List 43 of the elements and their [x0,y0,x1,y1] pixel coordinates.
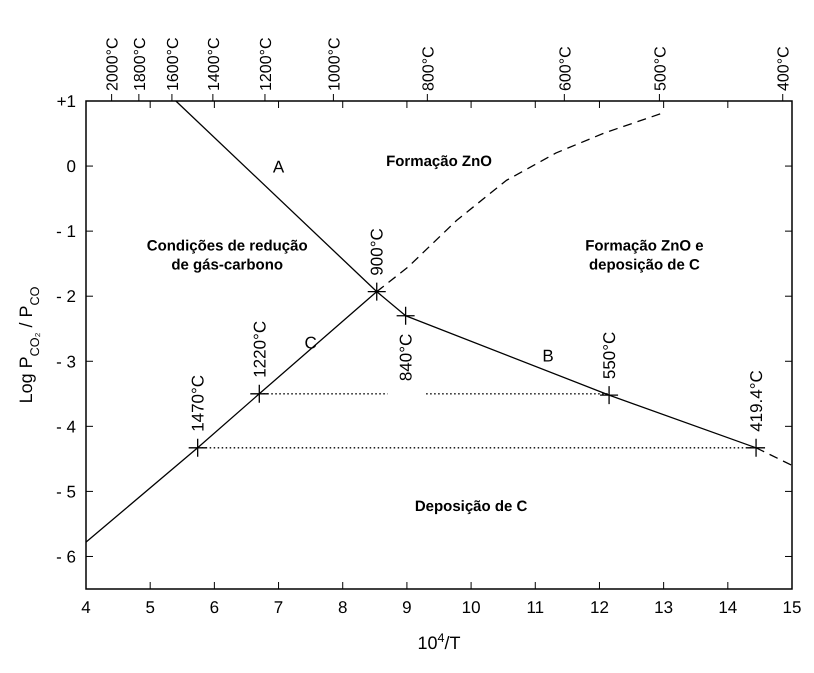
annotation: 840°C [396,334,416,382]
y-tick-label: - 2 [56,287,76,306]
x-tick-label: 13 [654,598,674,617]
x-tick-label: 11 [526,598,544,617]
x-tick-label: 15 [782,598,802,617]
y-tick-label: - 5 [56,482,76,502]
series-label: B [542,346,554,366]
text: 1400°C [206,37,223,91]
x-axis-title: 10$^{4}$/T [417,631,461,653]
annotation: Deposição de C [414,498,528,515]
annotation: 1470°C [188,374,208,432]
y-tick-label: - 3 [56,352,76,372]
text: 1000°C [326,37,344,91]
x-tick-label: 10 [462,598,481,617]
text: 1600°C [164,37,182,91]
annotation: Formação ZnO [386,153,492,170]
y-tick-label: - 6 [56,547,76,566]
x-tick-label: 8 [338,598,348,617]
x-tick-label: 7 [274,598,284,617]
text: 2000°C [104,37,122,91]
annotation: 900°C [368,228,387,276]
annotation: 550°C [600,332,620,380]
text: 500°C [652,46,670,91]
x-tick-label: 9 [402,598,412,617]
annotation: 1220°C [250,320,270,378]
x-tick-label: 5 [145,598,155,617]
y-tick-label: - 1 [56,222,76,242]
text: 600°C [557,46,574,91]
y-tick-label: +1 [56,92,76,111]
annotation: Formação ZnO e deposição de C [585,238,704,274]
y-tick-label: 0 [66,157,76,176]
x-tick-label: 4 [81,598,91,617]
x-tick-label: 14 [718,598,738,617]
annotation: Condições de redução de gás-carbono [146,238,308,274]
text: 1200°C [258,37,275,91]
series-label: A [272,158,285,177]
text: 1800°C [132,37,149,91]
text: 400°C [776,46,793,91]
text: 800°C [420,46,438,91]
annotation: 419.4°C [747,370,766,432]
x-tick-label: 12 [590,598,609,617]
x-tick-label: 6 [210,598,220,617]
y-tick-label: - 4 [56,417,76,436]
